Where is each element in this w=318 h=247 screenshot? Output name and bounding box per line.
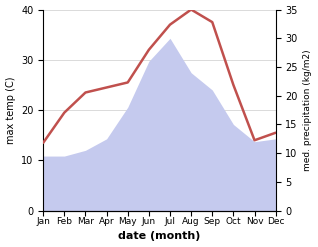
Y-axis label: med. precipitation (kg/m2): med. precipitation (kg/m2) — [303, 49, 313, 171]
X-axis label: date (month): date (month) — [118, 231, 201, 242]
Y-axis label: max temp (C): max temp (C) — [5, 76, 16, 144]
